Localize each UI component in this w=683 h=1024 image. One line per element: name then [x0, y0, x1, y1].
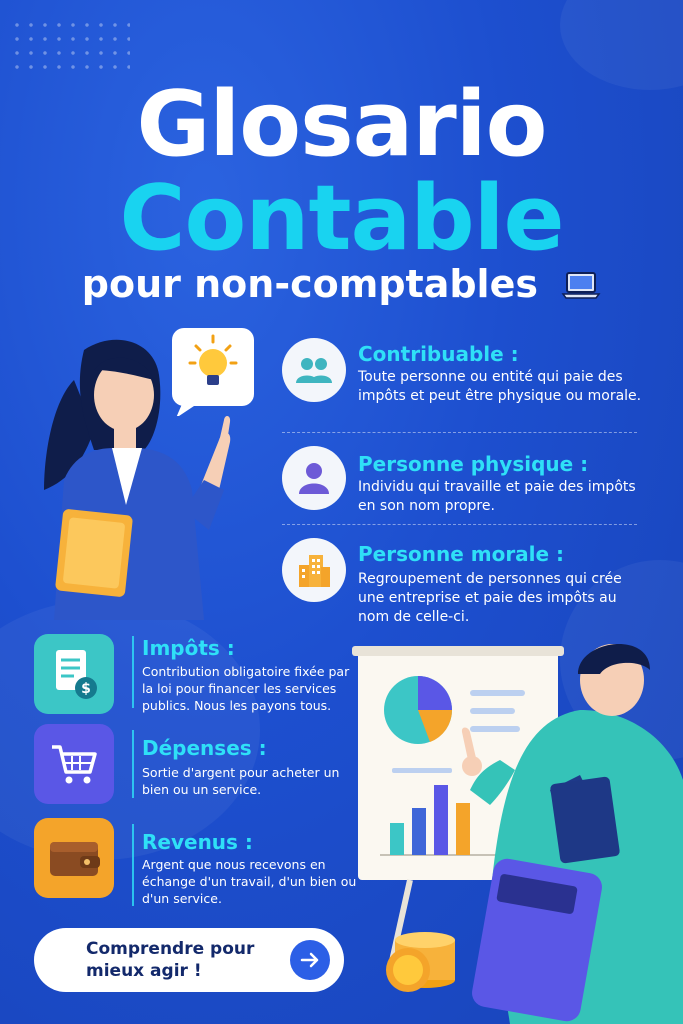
people-icon: [282, 338, 346, 402]
decorative-dots: [10, 18, 130, 78]
term-contribuable: Contribuable : Toute personne ou entité …: [282, 338, 652, 428]
woman-illustration: [14, 330, 274, 620]
term-personne-physique: Personne physique : Individu qui travail…: [282, 446, 652, 516]
divider: [282, 432, 637, 433]
divider: [282, 524, 637, 525]
shopping-cart-icon: [34, 724, 114, 804]
lightbulb-bubble: [172, 328, 254, 418]
term-title: Impôts :: [142, 636, 235, 660]
presentation-board-illustration: [350, 640, 683, 1024]
subtitle-text: pour non-comptables: [81, 262, 538, 306]
term-title: Personne physique :: [358, 452, 589, 476]
term-description: Sortie d'argent pour acheter un bien ou …: [142, 765, 340, 797]
term-title: Revenus :: [142, 830, 253, 854]
title-line-1: Glosario: [136, 72, 548, 177]
term-description: Argent que nous recevons en échange d'un…: [142, 857, 357, 906]
arrow-right-icon: [290, 940, 330, 980]
lightbulb-icon: [176, 334, 238, 418]
term-description: Toute personne ou entité qui paie des im…: [358, 369, 642, 404]
cta-button[interactable]: Comprendre pour mieux agir !: [34, 928, 344, 992]
laptop-icon: [561, 265, 601, 309]
term-description: Regroupement de personnes qui crée une e…: [358, 571, 622, 625]
term-depenses: Dépenses : Sortie d'argent pour acheter …: [34, 722, 364, 812]
svg-text:$: $: [81, 681, 91, 697]
term-title: Contribuable :: [358, 342, 519, 366]
person-icon: [282, 446, 346, 510]
title-line-2: Contable: [119, 166, 564, 271]
accent-bar: [132, 636, 134, 708]
term-description: Contribution obligatoire fixée par la lo…: [142, 664, 350, 713]
cta-label: Comprendre pour mieux agir !: [86, 939, 255, 981]
term-impots: $ Impôts : Contribution obligatoire fixé…: [34, 628, 364, 718]
term-description: Individu qui travaille et paie des impôt…: [358, 479, 636, 514]
subtitle: pour non-comptables: [0, 262, 683, 309]
building-icon: [282, 538, 346, 602]
accent-bar: [132, 730, 134, 798]
accent-bar: [132, 824, 134, 906]
term-title: Personne morale :: [358, 542, 565, 566]
tax-document-icon: $: [34, 634, 114, 714]
term-title: Dépenses :: [142, 736, 267, 760]
term-revenus: Revenus : Argent que nous recevons en éc…: [34, 816, 364, 916]
wallet-icon: [34, 818, 114, 898]
term-personne-morale: Personne morale : Regroupement de person…: [282, 538, 652, 628]
